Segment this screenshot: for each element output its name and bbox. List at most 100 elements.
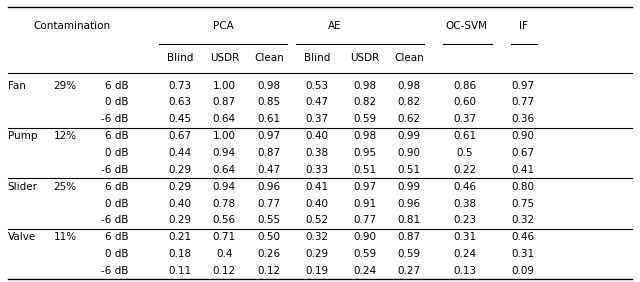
Text: 1.00: 1.00 (213, 131, 236, 141)
Text: OC-SVM: OC-SVM (445, 21, 488, 31)
Text: 0.80: 0.80 (511, 182, 534, 192)
Text: -6 dB: -6 dB (102, 114, 129, 124)
Text: 0.94: 0.94 (213, 182, 236, 192)
Text: 0.90: 0.90 (353, 232, 376, 242)
Text: 0.13: 0.13 (453, 266, 476, 276)
Text: 0.5: 0.5 (456, 148, 473, 158)
Text: -6 dB: -6 dB (102, 165, 129, 175)
Text: 0.26: 0.26 (257, 249, 280, 259)
Text: 0.51: 0.51 (353, 165, 376, 175)
Text: 0.82: 0.82 (353, 98, 376, 107)
Text: 0.77: 0.77 (257, 199, 280, 209)
Text: 0.32: 0.32 (305, 232, 328, 242)
Text: 0.37: 0.37 (453, 114, 476, 124)
Text: 0.95: 0.95 (353, 148, 376, 158)
Text: Valve: Valve (8, 232, 36, 242)
Text: 0.98: 0.98 (397, 81, 420, 91)
Text: 0.73: 0.73 (168, 81, 191, 91)
Text: 0.98: 0.98 (353, 81, 376, 91)
Text: 0.41: 0.41 (305, 182, 328, 192)
Text: 0.29: 0.29 (168, 215, 191, 225)
Text: 0.63: 0.63 (168, 98, 191, 107)
Text: 0.60: 0.60 (453, 98, 476, 107)
Text: 0.19: 0.19 (305, 266, 328, 276)
Text: Fan: Fan (8, 81, 26, 91)
Text: 0.87: 0.87 (257, 148, 280, 158)
Text: -6 dB: -6 dB (102, 215, 129, 225)
Text: 0.29: 0.29 (168, 165, 191, 175)
Text: 0.11: 0.11 (168, 266, 191, 276)
Text: 0.59: 0.59 (353, 114, 376, 124)
Text: 0.40: 0.40 (168, 199, 191, 209)
Text: 0.24: 0.24 (453, 249, 476, 259)
Text: 0.64: 0.64 (213, 114, 236, 124)
Text: 0.4: 0.4 (216, 249, 233, 259)
Text: 0.45: 0.45 (168, 114, 191, 124)
Text: 0.32: 0.32 (511, 215, 534, 225)
Text: 0.47: 0.47 (305, 98, 328, 107)
Text: 0.99: 0.99 (397, 182, 420, 192)
Text: 0 dB: 0 dB (106, 148, 129, 158)
Text: 0.33: 0.33 (305, 165, 328, 175)
Text: 0.90: 0.90 (397, 148, 420, 158)
Text: 0.77: 0.77 (353, 215, 376, 225)
Text: 6 dB: 6 dB (105, 182, 129, 192)
Text: 0 dB: 0 dB (106, 199, 129, 209)
Text: 0.46: 0.46 (511, 232, 534, 242)
Text: 0.97: 0.97 (511, 81, 534, 91)
Text: 29%: 29% (54, 81, 77, 91)
Text: 0.90: 0.90 (511, 131, 534, 141)
Text: 0.23: 0.23 (453, 215, 476, 225)
Text: 0.61: 0.61 (257, 114, 280, 124)
Text: 6 dB: 6 dB (105, 131, 129, 141)
Text: 0.24: 0.24 (353, 266, 376, 276)
Text: 0.31: 0.31 (511, 249, 534, 259)
Text: Pump: Pump (8, 131, 37, 141)
Text: 0.29: 0.29 (305, 249, 328, 259)
Text: 0.47: 0.47 (257, 165, 280, 175)
Text: -6 dB: -6 dB (102, 266, 129, 276)
Text: 0.61: 0.61 (453, 131, 476, 141)
Text: 0.91: 0.91 (353, 199, 376, 209)
Text: 0.22: 0.22 (453, 165, 476, 175)
Text: 0.31: 0.31 (453, 232, 476, 242)
Text: Slider: Slider (8, 182, 38, 192)
Text: 0.75: 0.75 (511, 199, 534, 209)
Text: 0.96: 0.96 (257, 182, 280, 192)
Text: 0.99: 0.99 (397, 131, 420, 141)
Text: 0.96: 0.96 (397, 199, 420, 209)
Text: 0.46: 0.46 (453, 182, 476, 192)
Text: 6 dB: 6 dB (105, 81, 129, 91)
Text: 0.81: 0.81 (397, 215, 420, 225)
Text: 0.21: 0.21 (168, 232, 191, 242)
Text: 0.59: 0.59 (397, 249, 420, 259)
Text: 1.00: 1.00 (213, 81, 236, 91)
Text: 0.27: 0.27 (397, 266, 420, 276)
Text: 0.51: 0.51 (397, 165, 420, 175)
Text: 0.38: 0.38 (305, 148, 328, 158)
Text: 0.82: 0.82 (397, 98, 420, 107)
Text: 0.09: 0.09 (511, 266, 534, 276)
Text: 0.87: 0.87 (213, 98, 236, 107)
Text: 0.53: 0.53 (305, 81, 328, 91)
Text: 0.36: 0.36 (511, 114, 534, 124)
Text: 0.87: 0.87 (397, 232, 420, 242)
Text: 0.86: 0.86 (453, 81, 476, 91)
Text: Blind: Blind (166, 53, 193, 63)
Text: 0.18: 0.18 (168, 249, 191, 259)
Text: 0.85: 0.85 (257, 98, 280, 107)
Text: 0.98: 0.98 (353, 131, 376, 141)
Text: 0.67: 0.67 (168, 131, 191, 141)
Text: 0.56: 0.56 (213, 215, 236, 225)
Text: 11%: 11% (54, 232, 77, 242)
Text: 0.94: 0.94 (213, 148, 236, 158)
Text: 25%: 25% (54, 182, 77, 192)
Text: 0.41: 0.41 (511, 165, 534, 175)
Text: 0.52: 0.52 (305, 215, 328, 225)
Text: 0.29: 0.29 (168, 182, 191, 192)
Text: 0 dB: 0 dB (106, 249, 129, 259)
Text: 0.62: 0.62 (397, 114, 420, 124)
Text: 0 dB: 0 dB (106, 98, 129, 107)
Text: 0.97: 0.97 (353, 182, 376, 192)
Text: USDR: USDR (210, 53, 239, 63)
